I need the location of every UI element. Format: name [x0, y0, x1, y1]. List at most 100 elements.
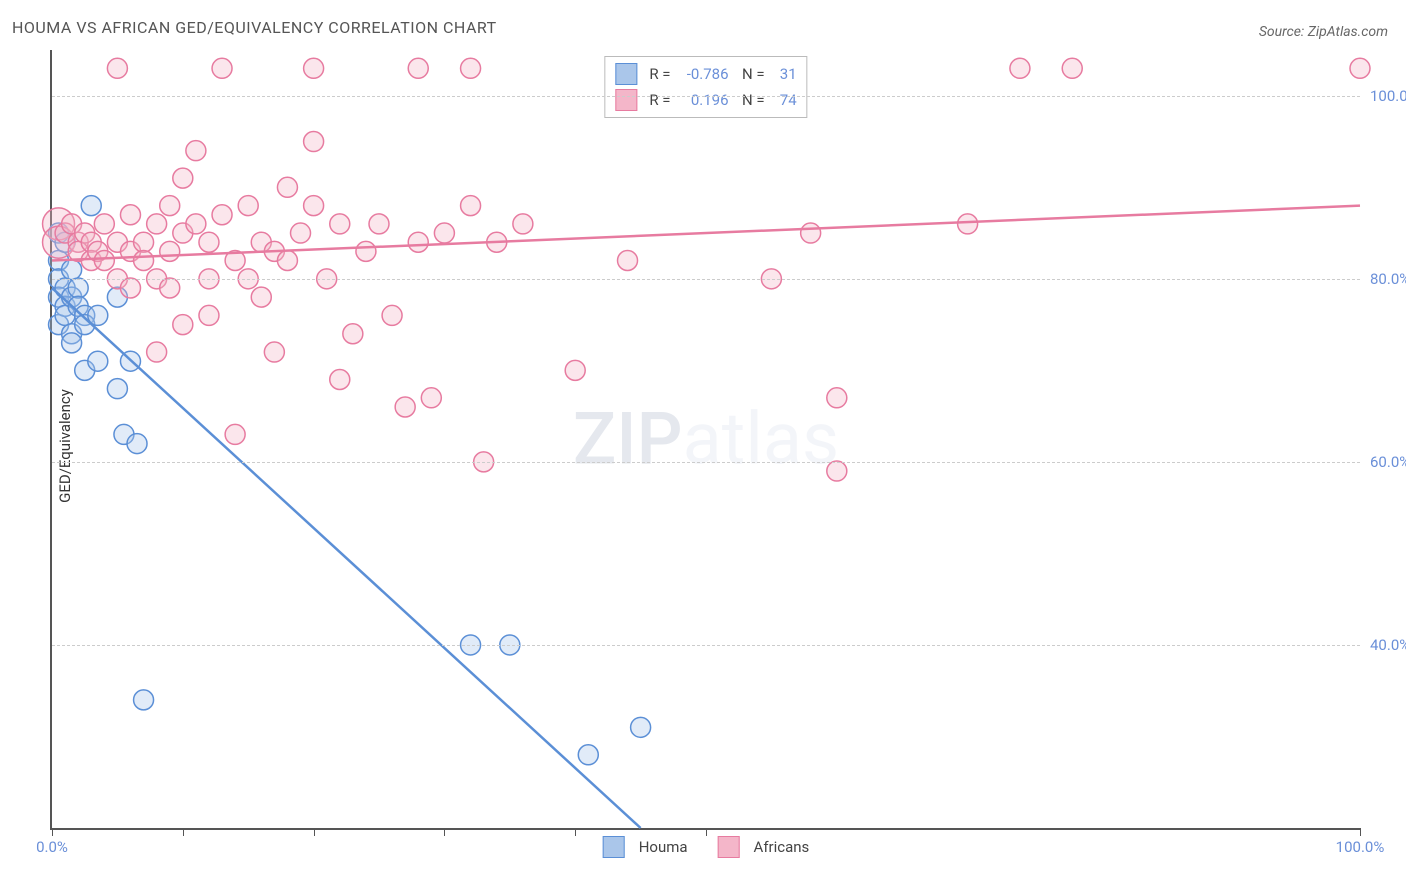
legend-r-value: 0.196: [677, 91, 729, 109]
data-point: [801, 223, 821, 243]
data-point: [62, 260, 82, 280]
y-gridline: [52, 279, 1360, 280]
y-tick-label: 40.0%: [1370, 636, 1406, 654]
plot-area: ZIPatlas R =-0.786 N =31R =0.196 N =74 H…: [50, 50, 1360, 830]
data-point: [94, 251, 114, 271]
data-point: [127, 434, 147, 454]
data-point: [408, 232, 428, 252]
data-point: [186, 214, 206, 234]
chart-title: HOUMA VS AFRICAN GED/EQUIVALENCY CORRELA…: [12, 18, 497, 37]
legend-swatch: [615, 63, 637, 85]
data-point: [277, 251, 297, 271]
x-tick: [575, 828, 576, 836]
legend-series: Houma Africans: [603, 836, 810, 858]
data-point: [513, 214, 533, 234]
data-point: [186, 141, 206, 161]
data-point: [81, 196, 101, 216]
trend-line: [52, 288, 641, 828]
data-point: [304, 196, 324, 216]
data-point: [68, 278, 88, 298]
y-gridline: [52, 96, 1360, 97]
legend-n-value: 74: [771, 91, 797, 109]
data-point: [618, 251, 638, 271]
data-point: [134, 690, 154, 710]
data-point: [330, 370, 350, 390]
data-point: [631, 717, 651, 737]
y-gridline: [52, 645, 1360, 646]
legend-series-label: Houma: [639, 838, 688, 856]
legend-stat-row: R = 0.196 N = 74: [615, 87, 796, 113]
x-tick-label: 0.0%: [36, 838, 68, 856]
y-tick-label: 100.0%: [1370, 87, 1406, 105]
data-point: [408, 58, 428, 78]
chart-container: HOUMA VS AFRICAN GED/EQUIVALENCY CORRELA…: [0, 0, 1406, 892]
data-point: [434, 223, 454, 243]
data-point: [251, 287, 271, 307]
legend-r-label: R =: [649, 65, 670, 83]
legend-series-label: Africans: [754, 838, 810, 856]
x-tick: [183, 828, 184, 836]
data-point: [264, 342, 284, 362]
data-point: [958, 214, 978, 234]
data-point: [421, 388, 441, 408]
data-point: [395, 397, 415, 417]
data-point: [369, 214, 389, 234]
source-label: Source: ZipAtlas.com: [1259, 24, 1388, 40]
data-point: [173, 315, 193, 335]
data-point: [107, 58, 127, 78]
x-tick-label: 100.0%: [1336, 838, 1385, 856]
data-point: [304, 132, 324, 152]
data-point: [147, 342, 167, 362]
data-point: [461, 58, 481, 78]
data-point: [291, 223, 311, 243]
data-point: [88, 351, 108, 371]
data-point: [1010, 58, 1030, 78]
data-point: [827, 388, 847, 408]
data-point: [134, 232, 154, 252]
data-point: [565, 360, 585, 380]
data-point: [107, 379, 127, 399]
legend-n-label: N =: [735, 91, 765, 109]
legend-r-label: R =: [649, 91, 670, 109]
data-point: [212, 58, 232, 78]
data-point: [120, 278, 140, 298]
legend-r-value: -0.786: [677, 65, 729, 83]
y-tick-label: 60.0%: [1370, 453, 1406, 471]
data-point: [160, 196, 180, 216]
data-point: [173, 168, 193, 188]
data-point: [277, 177, 297, 197]
y-tick-label: 80.0%: [1370, 270, 1406, 288]
legend-swatch: [603, 836, 625, 858]
data-point: [134, 251, 154, 271]
data-point: [1350, 58, 1370, 78]
plot-svg: [52, 50, 1360, 828]
legend-series-item: Houma: [603, 836, 688, 858]
data-point: [212, 205, 232, 225]
data-point: [199, 305, 219, 325]
x-tick: [444, 828, 445, 836]
data-point: [147, 214, 167, 234]
legend-n-value: 31: [771, 65, 797, 83]
data-point: [343, 324, 363, 344]
data-point: [1062, 58, 1082, 78]
data-point: [199, 232, 219, 252]
data-point: [120, 205, 140, 225]
data-point: [578, 745, 598, 765]
legend-n-label: N =: [735, 65, 765, 83]
data-point: [304, 58, 324, 78]
data-point: [330, 214, 350, 234]
legend-swatch: [615, 89, 637, 111]
data-point: [160, 241, 180, 261]
x-tick: [706, 828, 707, 836]
legend-series-item: Africans: [718, 836, 810, 858]
data-point: [238, 196, 258, 216]
data-point: [356, 241, 376, 261]
data-point: [225, 424, 245, 444]
legend-stat-row: R = -0.786 N = 31: [615, 61, 796, 87]
legend-swatch: [718, 836, 740, 858]
data-point: [382, 305, 402, 325]
y-gridline: [52, 462, 1360, 463]
data-point: [827, 461, 847, 481]
data-point: [94, 214, 114, 234]
data-point: [461, 196, 481, 216]
